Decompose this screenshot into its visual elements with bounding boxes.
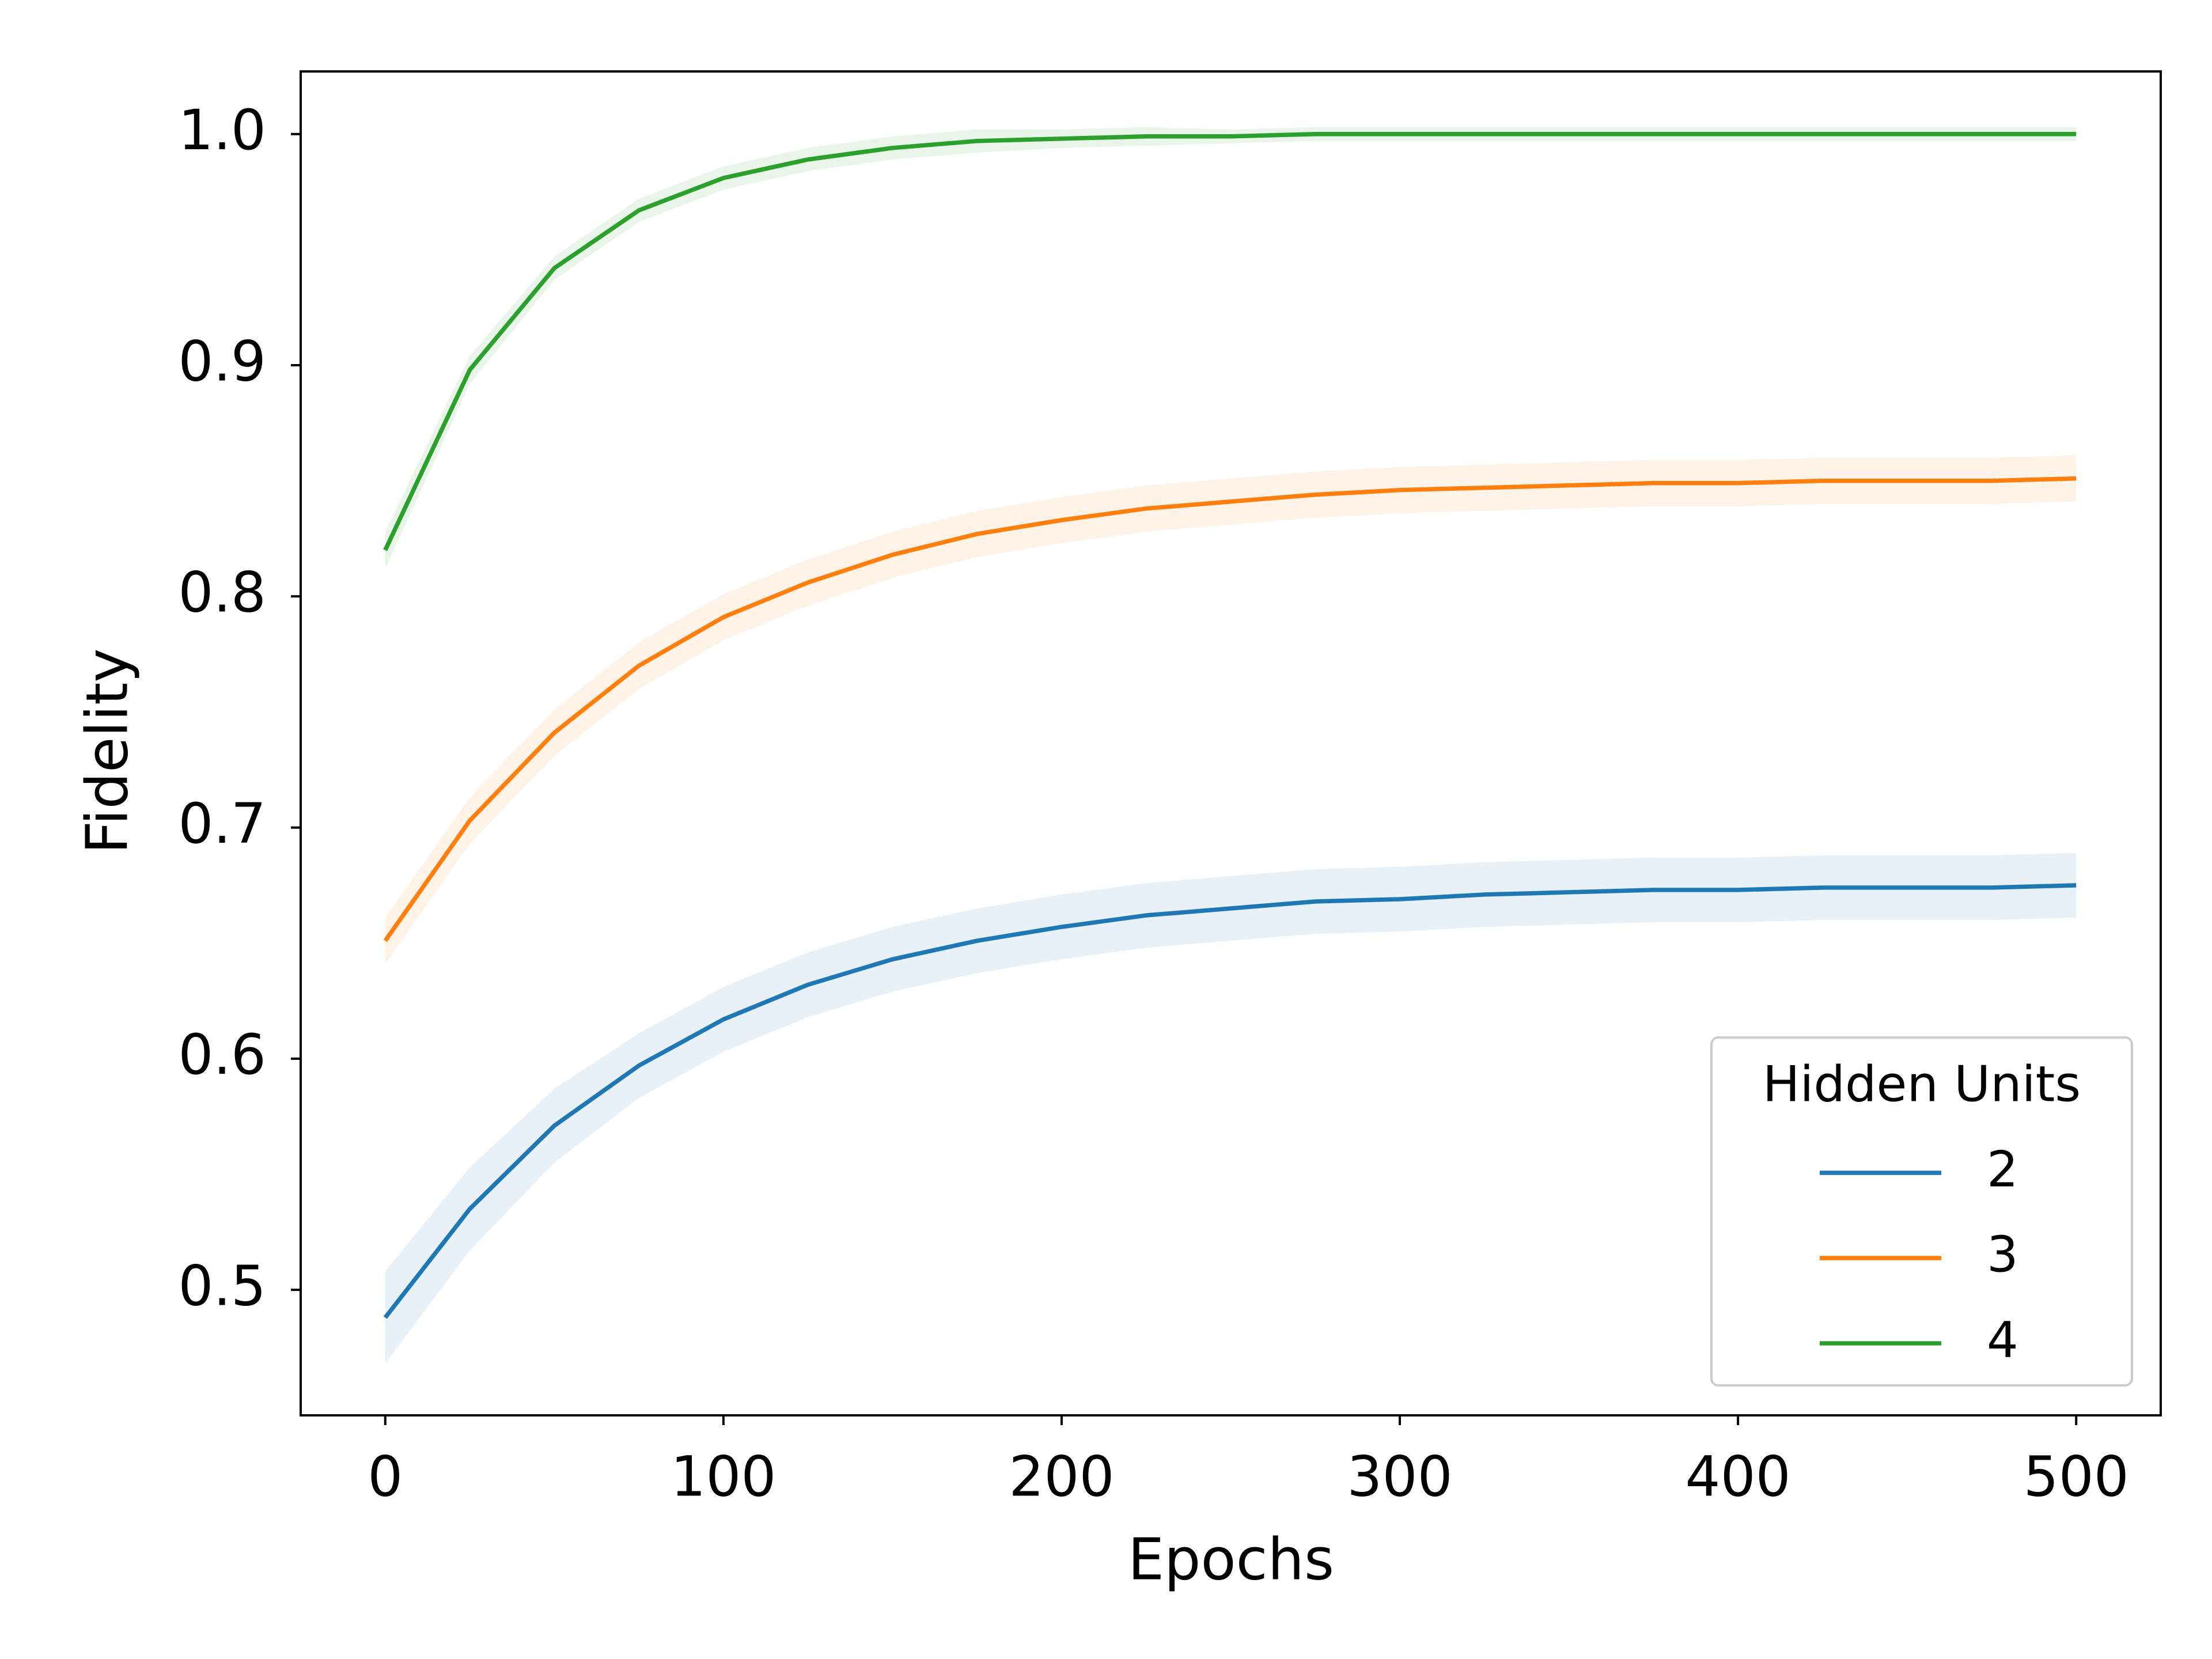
x-tick-label: 300: [1347, 1444, 1452, 1509]
y-tick-label: 0.5: [178, 1253, 266, 1318]
x-tick-label: 100: [671, 1444, 776, 1509]
line: [383, 476, 2077, 942]
legend-label: 2: [1987, 1141, 2018, 1198]
y-tick-label: 0.6: [178, 1022, 266, 1087]
y-tick-label: 0.8: [178, 560, 266, 625]
line: [383, 131, 2077, 551]
legend-label: 3: [1987, 1226, 2018, 1283]
y-tick-label: 0.9: [178, 329, 266, 393]
legend-label: 4: [1987, 1311, 2018, 1369]
legend-title: Hidden Units: [1763, 1055, 2081, 1113]
confidence-band: [385, 853, 2077, 1364]
legend-box: [1710, 1036, 2133, 1387]
y-axis-label: Fidelity: [73, 649, 141, 854]
y-tick-label: 1.0: [178, 98, 266, 162]
line: [383, 883, 2077, 1319]
plot-area: [383, 127, 2077, 1364]
axes-frame: [300, 70, 2162, 1416]
x-tick-label: 200: [1009, 1444, 1114, 1509]
x-tick-label: 400: [1685, 1444, 1791, 1509]
x-tick-label: 0: [368, 1444, 403, 1509]
x-axis-label: Epochs: [1128, 1525, 1334, 1593]
y-tick-label: 0.7: [178, 791, 266, 856]
x-tick-label: 500: [2024, 1444, 2129, 1509]
